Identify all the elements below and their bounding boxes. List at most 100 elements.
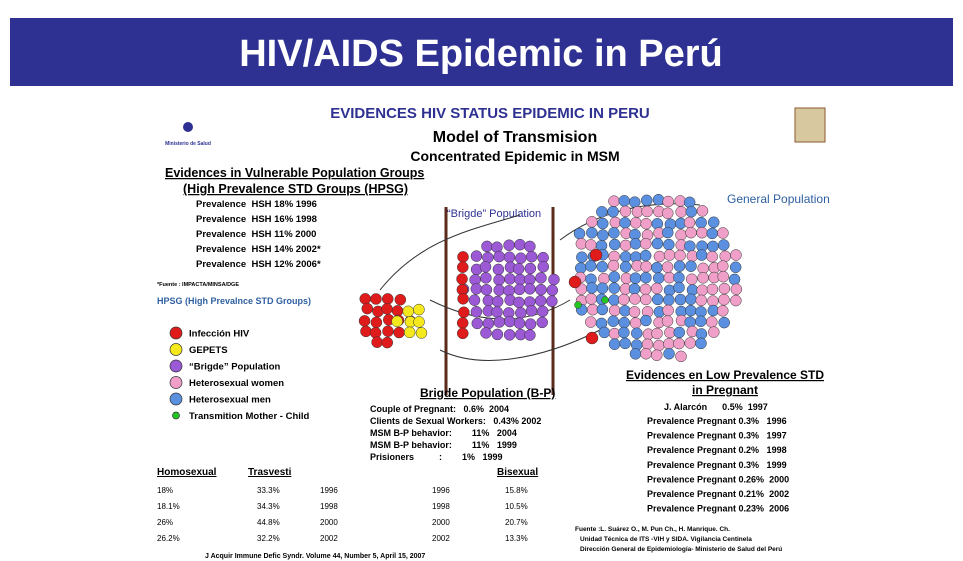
pregnant-row: Prevalence Pregnant 0.3% 1996	[647, 416, 787, 426]
table-header: Trasvesti	[248, 467, 292, 478]
table-cell: 26.2%	[157, 534, 180, 543]
bridge-heading: Brigde Population (B-P)	[420, 386, 555, 400]
population-dot	[548, 273, 560, 286]
population-dot	[629, 317, 642, 329]
population-dot	[468, 294, 481, 306]
population-dot	[695, 315, 707, 328]
population-dot	[393, 326, 405, 339]
population-dot	[491, 328, 504, 341]
population-dot	[718, 316, 730, 329]
population-dot	[618, 326, 630, 339]
prevalence-row: Prevalence HSH 12% 2006*	[196, 259, 321, 270]
population-dot	[718, 294, 730, 306]
legend-swatch	[172, 411, 180, 420]
population-dot	[515, 307, 527, 319]
pregnant-row: Prevalence Pregnant 0.23% 2006	[647, 504, 789, 514]
population-dot	[706, 250, 718, 263]
population-dot	[493, 316, 506, 328]
subtitle2: Concentrated Epidemic in MSM	[410, 148, 619, 164]
prevalence-row: Prevalence HSH 14% 2002*	[196, 244, 321, 255]
population-dot	[683, 216, 696, 229]
population-dot	[470, 250, 483, 262]
left-heading: (High Prevalence STD Groups (HPSG)	[183, 182, 408, 196]
prevalence-row: Prevalence HSH 16% 1998	[196, 214, 317, 225]
population-dot	[695, 216, 707, 229]
bridge-row: Couple of Pregnant: 0.6% 2004	[370, 404, 509, 414]
population-dot	[391, 315, 403, 328]
population-dot	[695, 249, 708, 261]
population-dot	[663, 249, 676, 261]
population-dot	[504, 273, 516, 285]
population-dot	[608, 304, 621, 317]
header-bar	[10, 18, 953, 86]
population-dot	[619, 305, 631, 317]
population-dot	[619, 217, 631, 229]
population-dot	[683, 196, 696, 209]
population-dot	[717, 227, 729, 239]
population-dot	[585, 331, 599, 345]
population-dot	[619, 239, 632, 252]
population-dot	[729, 261, 742, 274]
legend-label: Heterosexual women	[189, 378, 284, 389]
population-dot	[491, 295, 504, 308]
population-dot	[717, 239, 730, 251]
population-dot	[673, 326, 685, 339]
population-dot	[695, 337, 707, 350]
population-dot	[359, 293, 372, 305]
population-dot	[728, 273, 741, 286]
prevalence-row: Prevalence HSH 11% 2000	[196, 229, 316, 240]
population-dot	[513, 296, 525, 309]
legend-label: “Brigde” Population	[189, 362, 281, 373]
population-dot	[370, 316, 383, 329]
population-dot	[730, 294, 742, 307]
population-dot	[628, 306, 641, 318]
population-dot	[629, 293, 641, 305]
population-dot	[619, 337, 631, 350]
population-dot	[596, 260, 609, 273]
population-dot	[685, 293, 697, 306]
population-dot	[493, 250, 505, 263]
population-dot	[619, 261, 632, 273]
population-dot	[651, 293, 664, 306]
population-dot	[585, 316, 597, 328]
population-dot	[457, 251, 469, 263]
population-dot	[456, 273, 468, 285]
population-dot	[619, 205, 632, 218]
population-dot	[358, 315, 371, 327]
population-dot	[639, 237, 652, 250]
population-dot	[480, 284, 493, 296]
citation: J Acquir Immune Defic Syndr. Volume 44, …	[205, 553, 425, 560]
population-dot	[524, 318, 537, 330]
table-cell: 1996	[320, 486, 338, 495]
population-dot	[609, 216, 622, 229]
population-dot	[673, 271, 685, 284]
population-dot	[573, 227, 586, 240]
population-dot	[585, 260, 597, 272]
population-dot	[457, 293, 469, 305]
population-dot	[589, 248, 603, 262]
population-dot	[675, 229, 687, 241]
population-dot	[370, 293, 382, 305]
fuente-line: Unidad Técnica de ITS -VIH y SIDA. Vigil…	[580, 536, 752, 543]
general-label: General Population	[727, 192, 830, 206]
population-dot	[630, 217, 642, 229]
table-cell: 32.2%	[257, 534, 280, 543]
table-cell: 20.7%	[505, 518, 528, 527]
population-dot	[640, 217, 652, 230]
population-dot	[503, 239, 515, 251]
population-dot	[618, 316, 630, 329]
pregnant-row: Prevalence Pregnant 0.26% 2000	[647, 474, 789, 484]
population-dot	[717, 260, 729, 272]
population-dot	[524, 240, 536, 253]
pregnant-heading: in Pregnant	[692, 383, 758, 397]
population-dot	[674, 249, 686, 262]
population-dot	[607, 315, 619, 327]
table-cell: 2000	[432, 518, 450, 527]
population-dot	[663, 338, 675, 350]
population-dot	[640, 271, 652, 284]
population-dot	[663, 294, 675, 306]
population-dot	[493, 284, 505, 296]
pregnant-first: J. Alarcón 0.5% 1997	[664, 402, 768, 412]
bridge-row: MSM B-P behavior: 11% 1999	[370, 440, 517, 450]
population-dot	[685, 205, 698, 218]
